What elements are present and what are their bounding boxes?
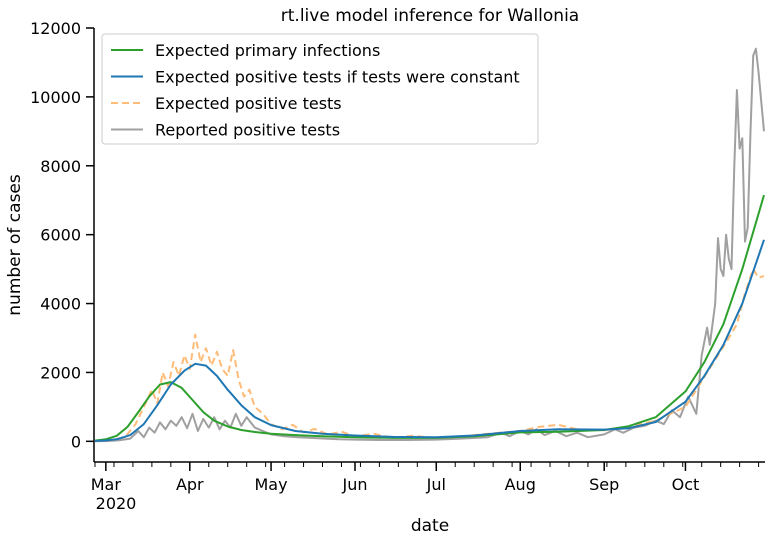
x-tick-label: Oct <box>672 475 700 494</box>
legend: Expected primary infections Expected posi… <box>101 33 539 145</box>
plot-area: 0 2000 4000 6000 8000 10000 12000 Mar Apr May Jun J… <box>30 19 765 494</box>
series-line <box>94 268 765 442</box>
chart-title: rt.live model inference for Wallonia <box>281 6 579 26</box>
series-line <box>94 239 765 442</box>
x-axis-label: date <box>411 516 449 536</box>
y-tick-label: 6000 <box>40 226 81 245</box>
x-year-label: 2020 <box>96 494 137 513</box>
y-axis-label: number of cases <box>5 174 25 316</box>
x-tick-label: Mar <box>91 475 122 494</box>
legend-label: Expected primary infections <box>155 41 380 60</box>
y-tick-label: 0 <box>71 432 81 451</box>
x-tick-label: Sep <box>589 475 619 494</box>
legend-label: Expected positive tests <box>155 94 342 113</box>
legend-label: Reported positive tests <box>155 121 340 140</box>
y-tick-label: 4000 <box>40 295 81 314</box>
legend-box <box>101 33 539 145</box>
y-tick-label: 8000 <box>40 157 81 176</box>
legend-label: Expected positive tests if tests were co… <box>155 68 520 87</box>
series-line <box>94 47 765 443</box>
series-line <box>94 194 765 442</box>
x-tick-label: Jul <box>426 475 446 494</box>
y-tick-label: 10000 <box>30 88 81 107</box>
x-tick-label: Aug <box>505 475 536 494</box>
x-tick-label: Jun <box>342 475 368 494</box>
x-tick-label: Apr <box>176 475 204 494</box>
x-tick-label: May <box>255 475 288 494</box>
y-tick-label: 12000 <box>30 19 81 38</box>
y-tick-label: 2000 <box>40 363 81 382</box>
